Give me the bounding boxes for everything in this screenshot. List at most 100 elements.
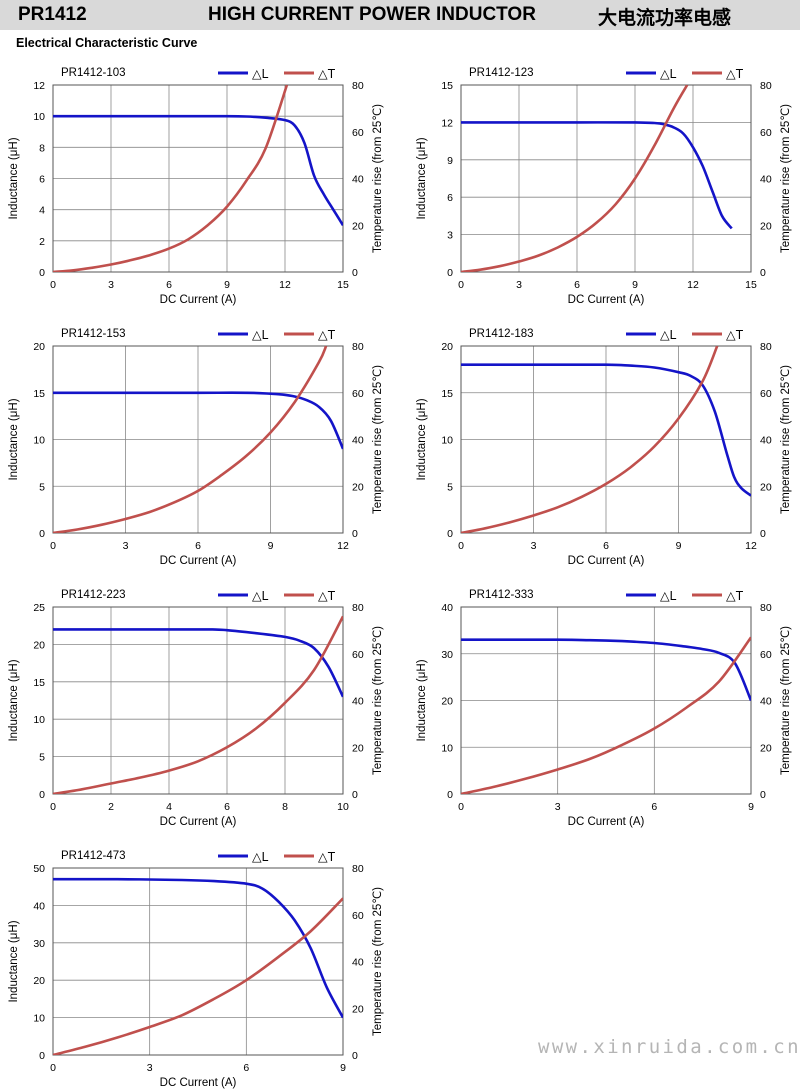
x-tick-label: 12 xyxy=(279,279,291,291)
y-tick-label: 30 xyxy=(33,938,45,950)
plot-frame xyxy=(52,606,344,795)
y2-axis-title: Temperature rise (from 25℃) xyxy=(372,365,384,514)
plot-frame xyxy=(460,84,752,273)
y-tick-label: 20 xyxy=(33,341,45,353)
y2-axis-title: Temperature rise (from 25℃) xyxy=(780,626,792,775)
legend-label: △T xyxy=(318,589,336,603)
x-tick-label: 3 xyxy=(108,279,114,291)
series-line-inductance xyxy=(461,363,751,497)
y2-axis-title: Temperature rise (from 25℃) xyxy=(780,104,792,253)
legend-label: △L xyxy=(252,850,269,864)
y-tick-label: 3 xyxy=(447,230,453,242)
y-tick-label: 15 xyxy=(33,388,45,400)
y-tick-label: 15 xyxy=(441,80,453,92)
y2-tick-label: 80 xyxy=(352,80,364,92)
y2-tick-label: 60 xyxy=(352,649,364,661)
x-tick-label: 3 xyxy=(516,279,522,291)
y-tick-label: 12 xyxy=(33,80,45,92)
legend-label: △L xyxy=(252,328,269,342)
y-tick-label: 50 xyxy=(33,863,45,875)
y2-tick-label: 60 xyxy=(760,127,772,139)
x-tick-label: 6 xyxy=(166,279,172,291)
y2-tick-label: 0 xyxy=(760,267,766,279)
legend-label: △L xyxy=(660,589,677,603)
series-line-inductance xyxy=(53,391,343,450)
y2-tick-label: 40 xyxy=(760,696,772,708)
x-tick-label: 0 xyxy=(50,279,56,291)
x-tick-label: 6 xyxy=(224,801,230,813)
y2-tick-label: 40 xyxy=(760,435,772,447)
y-tick-label: 4 xyxy=(39,205,45,217)
y2-tick-label: 80 xyxy=(352,602,364,614)
x-tick-label: 0 xyxy=(50,801,56,813)
chart-title: PR1412-223 xyxy=(61,589,126,601)
legend-label: △L xyxy=(660,67,677,81)
y2-tick-label: 80 xyxy=(760,341,772,353)
y2-tick-label: 40 xyxy=(352,174,364,186)
x-tick-label: 6 xyxy=(651,801,657,813)
x-tick-label: 9 xyxy=(632,279,638,291)
y-tick-label: 5 xyxy=(39,481,45,493)
y2-tick-label: 60 xyxy=(352,388,364,400)
legend-label: △L xyxy=(252,67,269,81)
chart-title: PR1412-103 xyxy=(61,67,126,79)
y2-tick-label: 60 xyxy=(760,649,772,661)
x-tick-label: 9 xyxy=(224,279,230,291)
y2-tick-label: 20 xyxy=(352,220,364,232)
plot-frame xyxy=(52,84,344,273)
y-tick-label: 10 xyxy=(33,714,45,726)
legend-label: △T xyxy=(726,67,744,81)
y-tick-label: 0 xyxy=(39,789,45,801)
y2-tick-label: 40 xyxy=(352,696,364,708)
y-axis-title: Inductance (μH) xyxy=(416,137,428,219)
y-tick-label: 10 xyxy=(441,742,453,754)
x-tick-label: 0 xyxy=(458,279,464,291)
x-axis-title: DC Current (A) xyxy=(568,816,645,828)
y2-tick-label: 40 xyxy=(352,957,364,969)
y-tick-label: 40 xyxy=(441,602,453,614)
y-tick-label: 20 xyxy=(441,696,453,708)
page-header: PR1412 HIGH CURRENT POWER INDUCTOR 大电流功率… xyxy=(0,0,800,30)
y-tick-label: 20 xyxy=(33,975,45,987)
series-line-temperature xyxy=(53,615,343,794)
y-tick-label: 5 xyxy=(39,752,45,764)
x-tick-label: 3 xyxy=(147,1062,153,1074)
y-tick-label: 10 xyxy=(33,435,45,447)
legend-label: △L xyxy=(660,328,677,342)
x-tick-label: 6 xyxy=(574,279,580,291)
y-tick-label: 6 xyxy=(447,192,453,204)
x-tick-label: 12 xyxy=(687,279,699,291)
y-tick-label: 30 xyxy=(441,649,453,661)
y2-tick-label: 0 xyxy=(760,789,766,801)
x-axis-title: DC Current (A) xyxy=(160,294,237,306)
y-tick-label: 0 xyxy=(447,267,453,279)
y-tick-label: 0 xyxy=(39,528,45,540)
y-tick-label: 10 xyxy=(441,435,453,447)
x-tick-label: 12 xyxy=(745,540,757,552)
plot-frame xyxy=(460,345,752,534)
y2-tick-label: 60 xyxy=(760,388,772,400)
x-axis-title: DC Current (A) xyxy=(160,1077,237,1089)
x-tick-label: 6 xyxy=(195,540,201,552)
series-line-temperature xyxy=(461,85,689,272)
y-tick-label: 40 xyxy=(33,900,45,912)
plot-frame xyxy=(52,345,344,534)
x-tick-label: 12 xyxy=(337,540,349,552)
y2-tick-label: 80 xyxy=(352,341,364,353)
x-tick-label: 10 xyxy=(337,801,349,813)
x-tick-label: 9 xyxy=(268,540,274,552)
legend-label: △T xyxy=(726,328,744,342)
series-line-temperature xyxy=(461,636,751,794)
x-axis-title: DC Current (A) xyxy=(568,294,645,306)
series-line-inductance xyxy=(53,114,343,226)
header-title-cn: 大电流功率电感 xyxy=(598,7,732,29)
y-axis-title: Inductance (μH) xyxy=(8,659,20,741)
x-tick-label: 0 xyxy=(50,1062,56,1074)
